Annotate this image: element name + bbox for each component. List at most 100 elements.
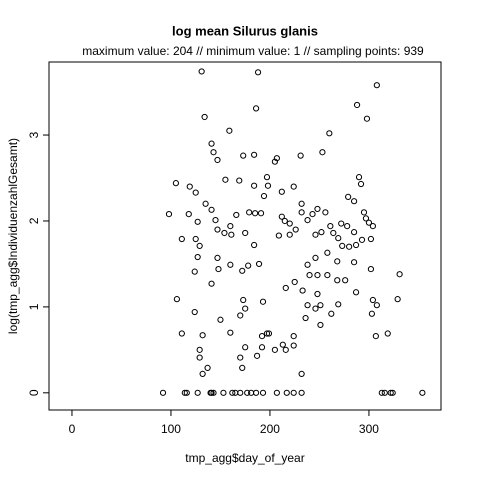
point — [318, 229, 325, 236]
point — [373, 302, 380, 309]
point — [196, 346, 203, 353]
point — [258, 333, 266, 340]
point — [242, 305, 249, 312]
point — [327, 223, 334, 230]
point — [286, 220, 293, 227]
point — [273, 155, 280, 162]
point — [226, 127, 233, 134]
point — [389, 389, 396, 396]
point — [212, 217, 219, 224]
point — [199, 370, 206, 378]
point — [279, 341, 286, 348]
point — [384, 330, 391, 337]
point — [271, 346, 278, 353]
point — [324, 271, 331, 279]
point — [314, 205, 321, 213]
x-tick-label: 100 — [161, 422, 181, 436]
point — [312, 305, 319, 312]
point — [214, 156, 221, 164]
point — [352, 289, 360, 296]
point — [251, 210, 259, 217]
point — [335, 301, 342, 308]
point — [252, 389, 260, 396]
plot-frame — [48, 61, 442, 411]
point — [324, 249, 331, 256]
point — [242, 229, 249, 237]
point — [229, 389, 236, 396]
point — [317, 302, 324, 309]
point — [196, 242, 203, 249]
point — [350, 259, 358, 266]
x-tick-label: 300 — [359, 422, 379, 436]
point — [290, 183, 297, 190]
point — [346, 243, 353, 250]
point — [246, 209, 253, 216]
point — [273, 389, 280, 396]
point — [278, 213, 285, 220]
x-tick-label: 0 — [69, 422, 76, 436]
point — [208, 206, 215, 213]
y-tick-label: 0 — [27, 389, 41, 396]
point — [344, 223, 351, 230]
point — [298, 370, 305, 378]
point — [173, 296, 180, 303]
point — [201, 113, 208, 121]
point — [271, 158, 278, 165]
point — [298, 389, 305, 396]
point — [254, 69, 262, 76]
point — [258, 344, 266, 351]
point — [240, 152, 247, 159]
point — [317, 321, 324, 329]
point — [178, 235, 185, 243]
point — [251, 182, 258, 189]
point — [339, 242, 346, 249]
point — [196, 354, 203, 361]
point — [253, 352, 261, 359]
point — [263, 174, 271, 181]
point — [387, 389, 394, 396]
point — [192, 235, 199, 243]
point — [304, 302, 311, 309]
point — [298, 200, 305, 207]
point — [245, 262, 252, 269]
point — [183, 389, 190, 396]
point — [208, 389, 215, 396]
point — [326, 130, 333, 137]
point — [291, 278, 298, 286]
y-tick-label: 3 — [27, 131, 41, 138]
point — [199, 332, 206, 339]
point — [240, 296, 247, 304]
point — [202, 200, 209, 207]
point — [314, 290, 321, 298]
point — [236, 177, 243, 184]
point — [335, 235, 342, 242]
x-axis-label: tmp_agg$day_of_year — [185, 451, 304, 465]
point — [281, 217, 288, 225]
point — [290, 342, 297, 349]
point — [283, 389, 290, 396]
point — [334, 258, 341, 265]
point — [338, 220, 345, 227]
point — [220, 389, 227, 396]
point — [210, 389, 217, 396]
point — [381, 389, 388, 396]
point — [192, 189, 199, 196]
point — [282, 284, 289, 292]
point — [322, 209, 329, 216]
point — [194, 253, 201, 261]
point — [194, 389, 201, 396]
point — [353, 101, 361, 109]
point — [227, 261, 234, 268]
point — [350, 198, 358, 205]
point — [172, 180, 180, 187]
point — [259, 298, 267, 305]
point — [304, 261, 311, 268]
point — [252, 105, 260, 112]
point — [367, 265, 375, 273]
point — [191, 268, 198, 275]
point — [198, 68, 205, 75]
point — [181, 389, 188, 396]
point — [257, 210, 265, 217]
